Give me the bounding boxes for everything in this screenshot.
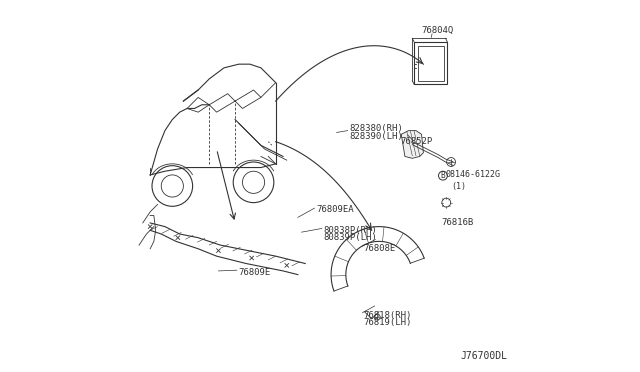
Text: 76804Q: 76804Q xyxy=(422,26,454,35)
Text: 76809EA: 76809EA xyxy=(316,205,354,215)
Text: 76819(LH): 76819(LH) xyxy=(364,318,412,327)
Text: J76700DL: J76700DL xyxy=(460,351,508,361)
Text: (1): (1) xyxy=(451,182,466,190)
Text: 08146-6122G: 08146-6122G xyxy=(445,170,500,179)
Polygon shape xyxy=(401,131,424,158)
Text: 828390(LH): 828390(LH) xyxy=(349,132,403,141)
Text: 828380(RH): 828380(RH) xyxy=(349,124,403,133)
Text: 80838P(RH): 80838P(RH) xyxy=(323,226,377,235)
Text: 76818(RH): 76818(RH) xyxy=(364,311,412,320)
Text: 76808E: 76808E xyxy=(363,244,396,253)
Text: 76809E: 76809E xyxy=(238,268,270,277)
Text: B: B xyxy=(440,171,445,180)
Text: 80839P(LH): 80839P(LH) xyxy=(323,233,377,242)
Text: 76852P: 76852P xyxy=(401,137,433,146)
Text: 76816B: 76816B xyxy=(442,218,474,227)
